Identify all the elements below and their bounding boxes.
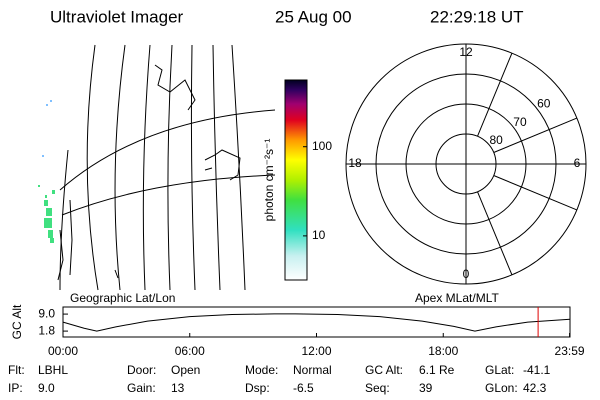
title: Ultraviolet Imager: [50, 7, 184, 26]
mlt-label: 12: [459, 45, 473, 59]
status-value: -6.5: [293, 381, 314, 395]
altitude-frame: [62, 306, 571, 338]
status-label: Door:: [127, 363, 156, 377]
date: 25 Aug 00: [275, 7, 352, 26]
status-label: Mode:: [245, 363, 278, 377]
geo-map: [38, 44, 276, 291]
colorbar-tick-label: 100: [312, 139, 332, 153]
mlt-label: 0: [463, 267, 470, 281]
colorbar-label: photon cm⁻²s⁻¹: [262, 139, 276, 222]
colorbar: [284, 79, 308, 281]
x-tick-label: 18:00: [428, 344, 458, 358]
status-value: -41.1: [523, 363, 551, 377]
status-label: GC Alt:: [365, 363, 403, 377]
status-value: 6.1 Re: [419, 363, 455, 377]
polar-grid: 60 70 80 0 6 12 18: [345, 43, 587, 285]
mlt-label: 6: [574, 156, 581, 170]
x-tick-label: 23:59: [555, 344, 585, 358]
caption: Geographic Lat/Lon: [70, 291, 175, 305]
x-tick-label: 06:00: [175, 344, 205, 358]
y-tick-label: 9.0: [38, 306, 55, 320]
status-label: Flt:: [8, 363, 25, 377]
polar-spoke: [477, 52, 513, 137]
status-label: Dsp:: [245, 381, 270, 395]
status-label: Seq:: [365, 381, 390, 395]
status-value: 13: [171, 381, 185, 395]
status-value: Open: [171, 363, 200, 377]
x-tick-label: 00:00: [48, 344, 78, 358]
lat-label: 70: [513, 115, 527, 129]
lat-label: 60: [537, 97, 551, 111]
status-value: 42.3: [523, 381, 547, 395]
status-label: Gain:: [127, 381, 156, 395]
polar-spoke: [477, 191, 513, 276]
colorbar-tick-label: 10: [312, 228, 326, 242]
x-tick-label: 12:00: [301, 344, 331, 358]
altitude-curve: [62, 313, 571, 332]
status-label: GLon:: [485, 381, 518, 395]
status-value: 39: [419, 381, 433, 395]
status-value: 9.0: [38, 381, 55, 395]
time: 22:29:18 UT: [430, 7, 524, 26]
status-label: IP:: [8, 381, 23, 395]
caption: Apex MLat/MLT: [415, 291, 499, 305]
lat-label: 80: [489, 133, 503, 147]
polar-spoke: [493, 117, 578, 153]
status-label: GLat:: [485, 363, 514, 377]
status-value: Normal: [293, 363, 332, 377]
polar-spoke: [493, 175, 578, 211]
altitude-label: GC Alt: [10, 304, 24, 339]
y-tick-label: 1.8: [38, 323, 55, 337]
status-value: LBHL: [38, 363, 68, 377]
mlt-label: 18: [348, 156, 362, 170]
